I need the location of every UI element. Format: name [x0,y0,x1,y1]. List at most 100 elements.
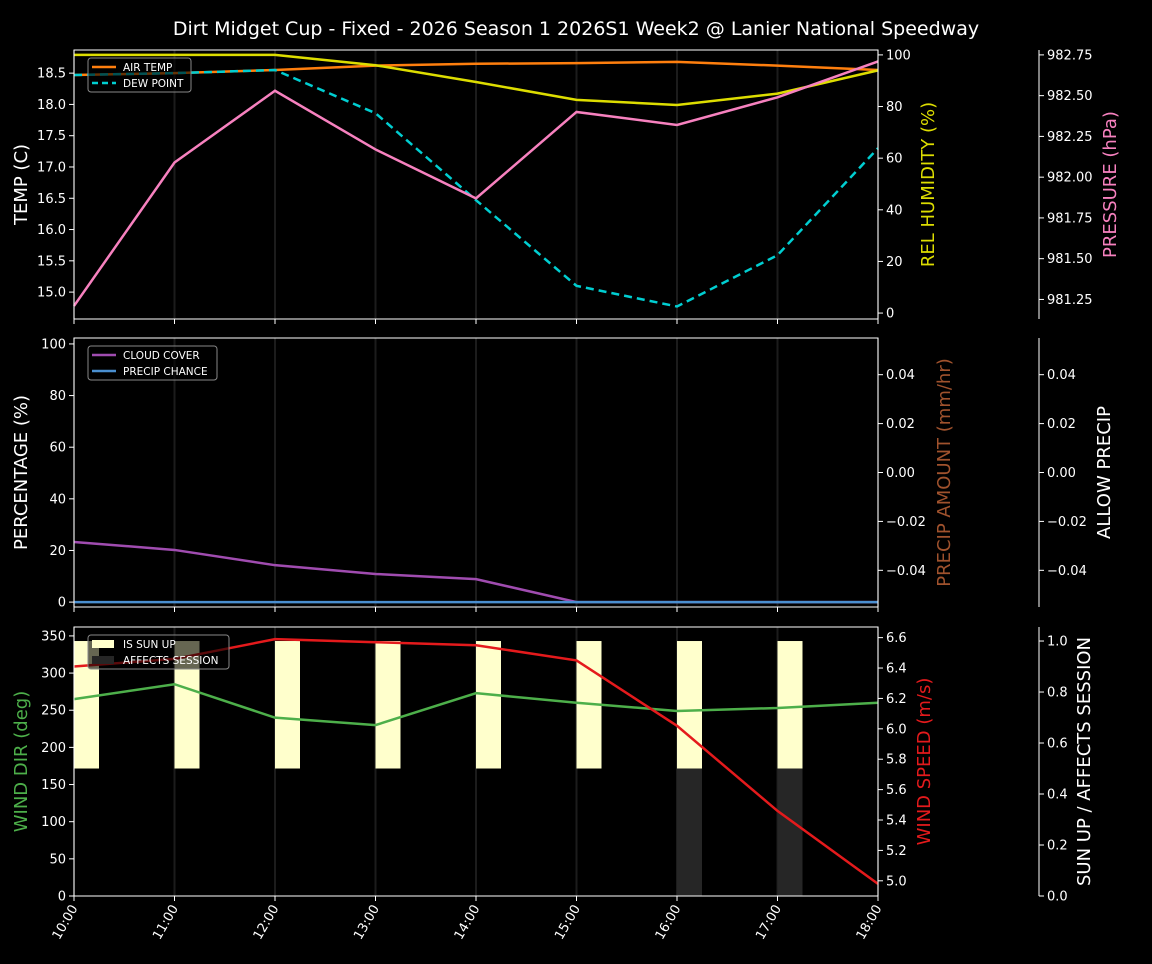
y-axis-label: WIND DIR (deg) [11,691,32,833]
y-tick-label: 18.5 [37,67,66,82]
x-tick-label: 16:00 [653,903,685,943]
y-tick-label: 0 [58,596,66,611]
sun-up-bar [376,641,401,768]
y-right2-tick-label: 982.75 [1047,48,1093,63]
y-right-tick-label: 5.2 [886,844,907,859]
y-right-tick-label: 0.02 [886,417,915,432]
y-right2-axis-label: SUN UP / AFFECTS SESSION [1074,637,1095,886]
legend: CLOUD COVER PRECIP CHANCE [88,346,217,380]
chart-title: Dirt Midget Cup - Fixed - 2026 Season 1 … [173,18,979,40]
y-tick-label: 80 [49,389,66,404]
y-right-tick-label: 5.4 [886,814,907,829]
y-tick-label: 17.0 [37,160,66,175]
y-right2-tick-label: 981.25 [1047,293,1093,308]
x-tick-label: 13:00 [351,903,383,943]
y-right-tick-label: 60 [886,152,903,167]
y-right-tick-label: 6.0 [886,722,907,737]
x-tick-label: 14:00 [452,903,484,943]
y-tick-label: 16.5 [37,192,66,207]
y-right2-tick-label: 0.04 [1047,368,1076,383]
y-tick-label: 15.5 [37,254,66,269]
legend-label: AFFECTS SESSION [123,655,219,667]
sun-up-bar [476,641,501,768]
y-axis-label: PERCENTAGE (%) [11,395,32,550]
y-right2-axis-label: ALLOW PRECIP [1094,406,1115,539]
y-right-tick-label: 6.6 [886,631,907,646]
y-right2-tick-label: −0.04 [1047,564,1087,579]
y-tick-label: 20 [49,544,66,559]
y-tick-label: 18.0 [37,98,66,113]
y-tick-label: 60 [49,441,66,456]
y-right2-tick-label: 1.0 [1047,635,1068,650]
y-right2-tick-label: 0.8 [1047,686,1068,701]
affects-session-bar [778,769,803,896]
y-tick-label: 0 [58,890,66,905]
y-right2-tick-label: 0.0 [1047,890,1068,905]
legend-swatch [92,640,114,648]
y-right-tick-label: 40 [886,203,903,218]
y-tick-label: 300 [41,667,66,682]
y-tick-label: 17.5 [37,129,66,144]
legend-label: DEW POINT [123,78,184,90]
y-right2-tick-label: 0.02 [1047,417,1076,432]
y-right-tick-label: 0.04 [886,368,915,383]
y-right2-tick-label: 982.50 [1047,89,1093,104]
y-right2-tick-label: −0.02 [1047,515,1087,530]
y-right2-tick-label: 0.6 [1047,737,1068,752]
y-right2-tick-label: 982.00 [1047,171,1093,186]
legend-label: CLOUD COVER [123,350,200,362]
y-right-tick-label: −0.04 [886,564,926,579]
y-tick-label: 40 [49,492,66,507]
y-right-tick-label: 5.8 [886,753,907,768]
affects-session-bar [677,769,702,896]
panel-1: 15.0 15.5 16.0 16.5 17.0 17.5 18.0 18.5 0 20 40 60 8… [11,48,1121,324]
legend-swatch [92,656,114,664]
x-tick-label: 18:00 [854,903,886,943]
y-right2-tick-label: 981.50 [1047,252,1093,267]
y-tick-label: 200 [41,741,66,756]
y-right-tick-label: 0 [886,307,894,322]
x-tick-label: 10:00 [50,903,82,943]
legend-label: AIR TEMP [123,62,172,74]
legend-label: IS SUN UP [123,639,176,651]
legend: IS SUN UP AFFECTS SESSION [88,635,229,669]
y-right-tick-label: 20 [886,255,903,270]
x-tick-label: 17:00 [753,903,785,943]
y-right2-tick-label: 0.2 [1047,839,1068,854]
y-tick-label: 150 [41,778,66,793]
y-tick-label: 15.0 [37,286,66,301]
y-right-tick-label: 0.00 [886,466,915,481]
y-tick-label: 100 [41,815,66,830]
y-tick-label: 50 [49,852,66,867]
y-right-tick-label: 80 [886,100,903,115]
y-right2-tick-label: 0.4 [1047,788,1068,803]
y-right-tick-label: 6.2 [886,692,907,707]
y-right-tick-label: 100 [886,48,911,63]
panel-2: 0 20 40 60 80 100 −0.04 −0.02 0.00 0.02 0.04 −0.04 −… [11,337,1115,612]
y-axis-label: TEMP (C) [11,144,32,226]
y-right-tick-label: 5.6 [886,783,907,798]
y-right-tick-label: −0.02 [886,515,926,530]
legend-label: PRECIP CHANCE [123,366,208,378]
y-right-axis-label: WIND SPEED (m/s) [914,678,935,846]
y-right-tick-label: 5.0 [886,874,907,889]
y-tick-label: 250 [41,704,66,719]
y-right-tick-label: 6.4 [886,662,907,677]
y-right2-tick-label: 0.00 [1047,466,1076,481]
y-right2-tick-label: 981.75 [1047,211,1093,226]
sun-up-bar [778,641,803,768]
sun-up-bar [677,641,702,768]
y-right2-axis-label: PRESSURE (hPa) [1100,111,1121,258]
y-tick-label: 100 [41,337,66,352]
y-right-axis-label: REL HUMIDITY (%) [918,102,939,267]
legend: AIR TEMP DEW POINT [88,58,191,92]
x-tick-label: 11:00 [150,903,182,943]
y-right2-tick-label: 982.25 [1047,130,1093,145]
panel-3: 0 50 100 150 200 250 300 350 5.0 5.2 5.4 5.6 5.8 6.0 6… [11,627,1095,942]
sun-up-bar [275,641,300,768]
x-tick-label: 12:00 [251,903,283,943]
y-tick-label: 350 [41,629,66,644]
y-tick-label: 16.0 [37,223,66,238]
x-tick-label: 15:00 [552,903,584,943]
